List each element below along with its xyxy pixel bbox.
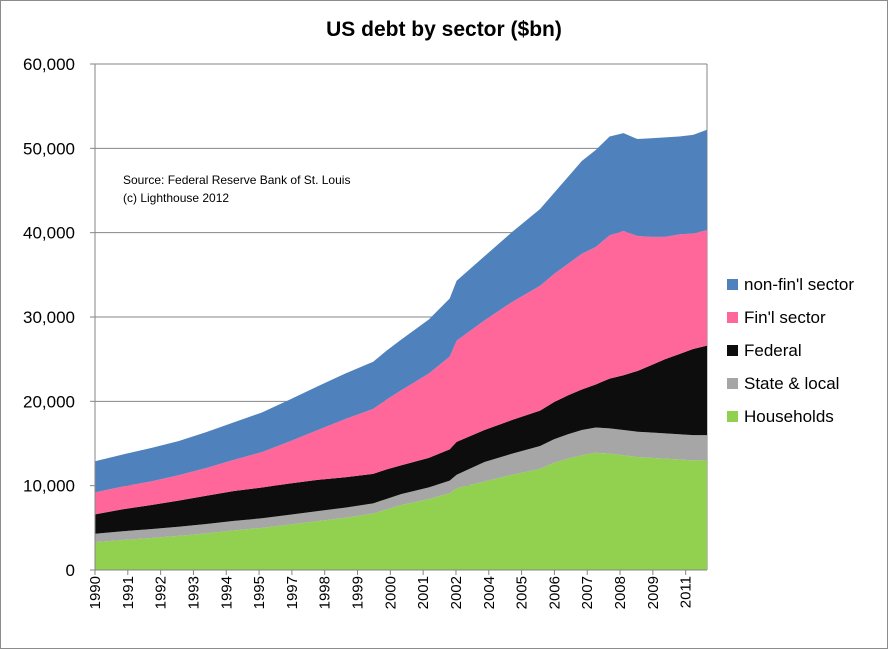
x-tick-label: 2007	[579, 576, 596, 609]
x-tick-label: 2000	[382, 576, 399, 609]
x-tick-label: 1995	[251, 576, 268, 609]
x-tick-label: 1990	[87, 576, 104, 609]
legend-swatch	[727, 279, 738, 290]
area-households	[95, 452, 707, 570]
x-tick-label: 2002	[448, 576, 465, 609]
x-tick-label: 2009	[645, 576, 662, 609]
copyright-note: (c) Lighthouse 2012	[123, 191, 229, 205]
y-tick-label: 0	[66, 561, 75, 580]
legend-label: Fin'l sector	[744, 307, 826, 327]
x-tick-label: 2006	[546, 576, 563, 609]
y-tick-label: 30,000	[23, 308, 75, 327]
x-tick-label: 1992	[153, 576, 170, 609]
legend-item: Households	[727, 400, 854, 433]
x-tick-label: 1994	[218, 576, 235, 609]
x-tick-labels: 1990 1991 1992 1993 1994 1995 1997 1998 1999 2000…	[87, 576, 695, 609]
legend-label: Households	[744, 406, 834, 426]
legend-swatch	[727, 312, 738, 323]
source-note: Source: Federal Reserve Bank of St. Loui…	[123, 173, 350, 187]
legend-item: Fin'l sector	[727, 301, 854, 334]
x-tick-label: 1998	[317, 576, 334, 609]
x-tick-label: 2004	[481, 576, 498, 609]
area-series	[95, 129, 707, 570]
y-tick-label: 40,000	[23, 224, 75, 243]
x-tick-label: 1999	[350, 576, 367, 609]
legend-label: non-fin'l sector	[744, 274, 855, 294]
area-fin-l-sector	[95, 230, 707, 515]
x-tick-label: 1993	[185, 576, 202, 609]
x-tick-label: 2005	[514, 576, 531, 609]
x-tick-label: 2001	[415, 576, 432, 609]
y-tick-label: 10,000	[23, 477, 75, 496]
y-tick-label: 60,000	[23, 55, 75, 74]
legend-label: State & local	[744, 373, 840, 393]
x-tick-label: 2011	[678, 576, 695, 608]
legend-label: Federal	[744, 340, 802, 360]
legend-item: State & local	[727, 367, 854, 400]
legend-item: non-fin'l sector	[727, 268, 854, 301]
y-tick-label: 50,000	[23, 139, 75, 158]
area-state-local	[95, 427, 707, 543]
area-non-fin-l-sector	[95, 129, 707, 493]
y-tick-labels: 0 10,000 20,000 30,000 40,000 50,000 60,000	[23, 55, 75, 580]
x-tick-label: 1991	[120, 576, 137, 609]
legend: non-fin'l sector Fin'l sector Federal State…	[727, 268, 854, 433]
x-tick-label: 1997	[284, 576, 301, 609]
chart-title: US debt by sector ($bn)	[326, 18, 562, 41]
y-tick-label: 20,000	[23, 392, 75, 411]
legend-item: Federal	[727, 334, 854, 367]
axes	[90, 63, 707, 575]
x-tick-label: 2008	[612, 576, 629, 609]
legend-swatch	[727, 345, 738, 356]
area-federal	[95, 345, 707, 534]
legend-swatch	[727, 411, 738, 422]
legend-swatch	[727, 378, 738, 389]
